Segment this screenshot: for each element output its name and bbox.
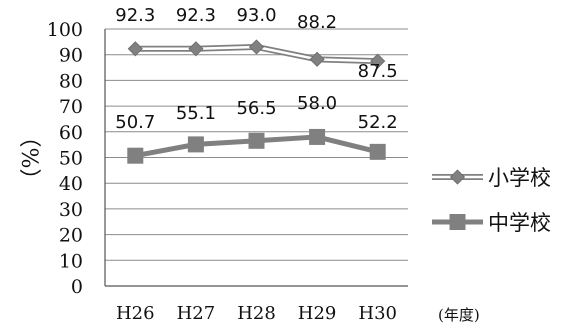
data-label: 56.5 xyxy=(236,98,276,119)
data-label: 58.0 xyxy=(297,93,337,114)
data-label: 93.0 xyxy=(236,5,276,26)
y-tick-label: 90 xyxy=(59,45,83,67)
x-axis-ticks: H26 H27 H28 H29 H30 xyxy=(116,303,397,324)
y-axis-label: （%） xyxy=(16,126,41,191)
y-tick-label: 50 xyxy=(59,148,83,170)
series-lines xyxy=(127,39,386,164)
data-point-diamond xyxy=(370,53,386,69)
data-point-square xyxy=(248,132,265,149)
y-tick-label: 60 xyxy=(59,122,83,144)
data-point-diamond xyxy=(127,41,143,57)
data-point-square xyxy=(369,143,386,160)
y-tick-label: 40 xyxy=(59,173,83,195)
data-point-diamond xyxy=(248,39,265,55)
legend-item: 中学校 xyxy=(432,211,551,235)
legend-marker-diamond xyxy=(449,169,466,185)
data-label: 50.7 xyxy=(115,112,155,133)
y-tick-label: 80 xyxy=(59,70,83,92)
data-label: 92.3 xyxy=(176,5,216,26)
x-tick-label: H27 xyxy=(177,303,216,324)
data-point-square xyxy=(127,147,144,164)
y-tick-label: 20 xyxy=(59,225,83,247)
data-labels: 92.3 92.3 93.0 88.2 87.5 50.7 55.1 56.5 58.0 52.2 xyxy=(115,5,397,133)
data-label: 52.2 xyxy=(358,112,398,133)
data-label: 87.5 xyxy=(358,61,398,82)
data-point-square xyxy=(187,136,204,153)
x-axis-unit: (年度) xyxy=(438,306,480,324)
legend-item: 小学校 xyxy=(432,166,551,190)
data-point-diamond xyxy=(188,41,204,57)
x-tick-label: H28 xyxy=(237,303,276,324)
y-tick-label: 100 xyxy=(47,19,83,41)
legend-marker-square xyxy=(449,214,466,230)
y-tick-label: 10 xyxy=(59,250,83,272)
data-label: 55.1 xyxy=(176,103,216,124)
legend-label: 中学校 xyxy=(488,211,551,235)
x-tick-label: H30 xyxy=(358,303,397,324)
y-tick-label: 30 xyxy=(59,199,83,221)
legend-label: 小学校 xyxy=(488,166,551,190)
y-tick-label: 70 xyxy=(59,96,83,118)
data-point-diamond xyxy=(309,51,325,67)
data-label: 88.2 xyxy=(297,12,337,33)
data-label: 92.3 xyxy=(115,5,155,26)
x-tick-label: H29 xyxy=(298,303,337,324)
data-point-square xyxy=(309,128,326,145)
x-tick-label: H26 xyxy=(116,303,155,324)
y-axis-ticks: 0 10 20 30 40 50 60 70 80 90 100 xyxy=(47,19,83,298)
y-tick-label: 0 xyxy=(71,276,83,298)
gridlines xyxy=(105,28,408,261)
axes xyxy=(104,29,408,287)
